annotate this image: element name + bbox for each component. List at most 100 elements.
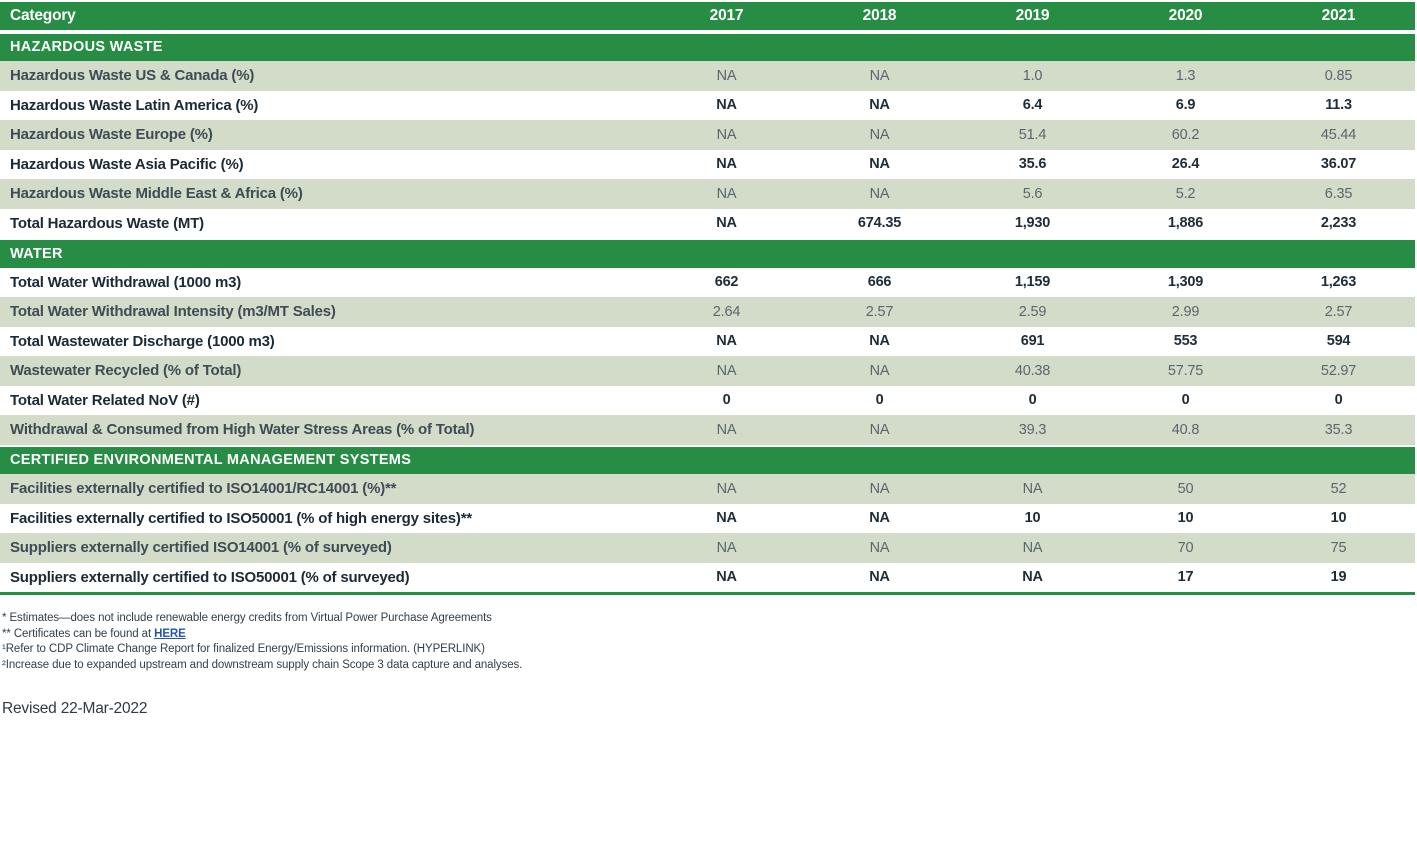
footnote-scope3: ²Increase due to expanded upstream and d… (2, 658, 523, 671)
table-row: Total Hazardous Waste (MT) NA 674.35 1,930 1… (0, 208, 1415, 238)
row-label: Facilities externally certified to ISO50… (10, 509, 473, 527)
row-label: Hazardous Waste Europe (%) (10, 126, 213, 144)
cell-value: NA (716, 97, 737, 114)
cell-value: 10 (1177, 510, 1194, 527)
column-header-year-2017: 2017 (709, 6, 744, 24)
cell-value: 60.2 (1171, 126, 1200, 143)
section-header-row: CERTIFIED ENVIRONMENTAL MANAGEMENT SYSTE… (0, 444, 1415, 474)
cell-value: 36.07 (1320, 156, 1357, 173)
column-header-year-2020: 2020 (1168, 6, 1203, 24)
cell-value: 11.3 (1325, 97, 1352, 114)
cell-value: 5.6 (1022, 185, 1043, 202)
cell-value: 35.3 (1324, 421, 1353, 438)
cell-value: NA (716, 156, 737, 173)
cell-value: NA (869, 185, 890, 202)
row-label: Suppliers externally certified ISO14001 … (10, 539, 392, 557)
row-label: Total Water Withdrawal (1000 m3) (10, 273, 242, 291)
cell-value: 1.3 (1175, 67, 1196, 84)
footnote-estimates: * Estimates—does not include renewable e… (2, 612, 492, 624)
cell-value: NA (869, 126, 890, 143)
cell-value: 2.59 (1018, 303, 1047, 320)
cell-value: 2.57 (865, 303, 894, 320)
cell-value: NA (716, 185, 737, 202)
cell-value: 2.99 (1171, 303, 1200, 320)
cell-value: 1,930 (1014, 215, 1051, 232)
column-header-year-2018: 2018 (862, 6, 897, 24)
table-row: Hazardous Waste Asia Pacific (%) NA NA 35.6… (0, 149, 1415, 179)
cell-value: 662 (714, 274, 739, 291)
footnote-cdp-report: ¹Refer to CDP Climate Change Report for … (2, 643, 485, 656)
cell-value: 674.35 (857, 215, 902, 232)
table-row: Total Water Withdrawal (1000 m3) 662 666 1,… (0, 267, 1415, 297)
cell-value: 0 (875, 392, 884, 409)
cell-value: 45.44 (1320, 126, 1357, 143)
cell-value: NA (716, 569, 737, 586)
cell-value: 52 (1330, 480, 1347, 497)
cell-value: 691 (1020, 333, 1045, 350)
table-row: Hazardous Waste Europe (%) NA NA 51.4 60.2 45… (0, 120, 1415, 150)
cell-value: NA (869, 67, 890, 84)
table-row: Suppliers externally certified to ISO500… (0, 562, 1415, 592)
cell-value: NA (716, 539, 737, 556)
cell-value: NA (716, 215, 737, 232)
cell-value: NA (869, 333, 890, 350)
here-link[interactable]: HERE (154, 627, 186, 640)
table-header-row: Category 2017 2018 2019 2020 2021 (0, 2, 1415, 32)
table-row: Withdrawal & Consumed from High Water St… (0, 415, 1415, 445)
cell-value: 51.4 (1018, 126, 1047, 143)
cell-value: NA (869, 421, 890, 438)
table-row: Total Water Related NoV (#) 0 0 0 0 0 (0, 385, 1415, 415)
table-row: Facilities externally certified to ISO50… (0, 503, 1415, 533)
cell-value: NA (869, 97, 890, 114)
cell-value: 39.3 (1018, 421, 1047, 438)
cell-value: NA (716, 126, 737, 143)
cell-value: 1,886 (1167, 215, 1204, 232)
cell-value: 40.38 (1014, 362, 1051, 379)
table-row: Hazardous Waste US & Canada (%) NA NA 1.0 1.… (0, 61, 1415, 91)
cell-value: 70 (1177, 539, 1194, 556)
revised-date: Revised 22-Mar-2022 (2, 700, 148, 718)
table-row: Hazardous Waste Middle East & Africa (%)… (0, 179, 1415, 209)
cell-value: 0 (1334, 392, 1343, 409)
cell-value: 1,309 (1167, 274, 1204, 291)
cell-value: NA (716, 510, 737, 527)
cell-value: NA (869, 362, 890, 379)
footnote-certificates: ** Certificates can be found at HERE (2, 627, 1417, 643)
cell-value: 0.85 (1324, 67, 1353, 84)
cell-value: 2.64 (712, 303, 741, 320)
cell-value: 2,233 (1320, 215, 1357, 232)
cell-value: 553 (1173, 333, 1198, 350)
table-row: Facilities externally certified to ISO14… (0, 474, 1415, 504)
cell-value: NA (869, 156, 890, 173)
cell-value: 666 (867, 274, 892, 291)
section-header-row: WATER (0, 238, 1415, 268)
row-label: Hazardous Waste Asia Pacific (%) (10, 155, 244, 173)
cell-value: NA (1022, 569, 1043, 586)
table-row: Total Wastewater Discharge (1000 m3) NA NA… (0, 326, 1415, 356)
cell-value: 57.75 (1167, 362, 1204, 379)
section-title: CERTIFIED ENVIRONMENTAL MANAGEMENT SYSTE… (10, 452, 412, 469)
cell-value: 17 (1177, 569, 1194, 586)
table-row: Wastewater Recycled (% of Total) NA NA 40.3… (0, 356, 1415, 386)
row-label: Hazardous Waste Latin America (%) (10, 96, 259, 114)
cell-value: 1.0 (1022, 67, 1043, 84)
table-row: Total Water Withdrawal Intensity (m3/MT … (0, 297, 1415, 327)
footnotes-block: * Estimates—does not include renewable e… (2, 611, 1417, 673)
cell-value: NA (869, 480, 890, 497)
cell-value: NA (1022, 539, 1043, 556)
cell-value: NA (716, 333, 737, 350)
cell-value: 1,263 (1320, 274, 1357, 291)
cell-value: 52.97 (1320, 362, 1357, 379)
cell-value: NA (716, 480, 737, 497)
cell-value: 5.2 (1175, 185, 1196, 202)
cell-value: 40.8 (1171, 421, 1200, 438)
column-header-year-2021: 2021 (1321, 6, 1356, 24)
cell-value: 35.6 (1018, 156, 1047, 173)
row-label: Total Water Withdrawal Intensity (m3/MT … (10, 303, 336, 321)
cell-value: 6.4 (1022, 97, 1043, 114)
cell-value: 10 (1024, 510, 1041, 527)
cell-value: 50 (1177, 480, 1194, 497)
environmental-metrics-table: Category 2017 2018 2019 2020 2021 HAZARD… (0, 2, 1415, 595)
cell-value: NA (716, 67, 737, 84)
